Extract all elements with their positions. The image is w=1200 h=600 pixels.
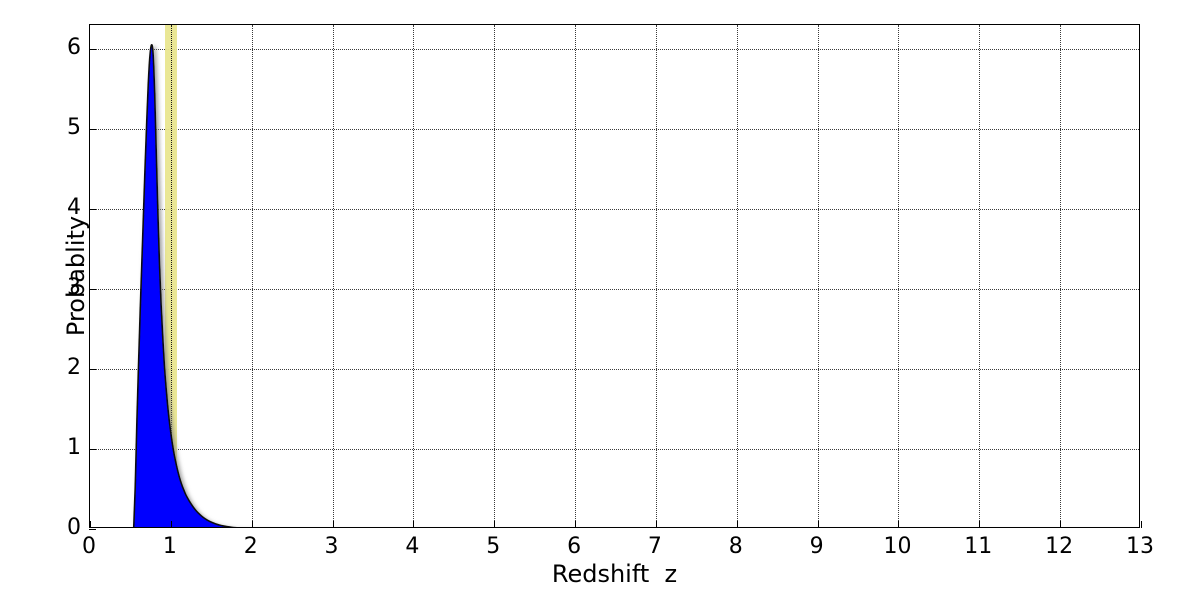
x-ticklabel: 9 xyxy=(809,534,824,559)
tickmark-y xyxy=(89,529,96,530)
reference-redshift-line xyxy=(170,25,172,527)
gridline-vertical xyxy=(251,25,253,527)
tickmark-y xyxy=(89,449,96,450)
tickmark-x xyxy=(817,521,819,528)
tickmark-x xyxy=(170,521,172,528)
gridline-vertical xyxy=(413,25,415,527)
tickmark-y xyxy=(89,209,96,210)
gridline-vertical xyxy=(979,25,981,527)
y-ticklabel: 4 xyxy=(67,195,81,220)
x-axis-label: Redshift z xyxy=(551,560,678,588)
gridline-vertical xyxy=(898,25,900,527)
x-ticklabel: 4 xyxy=(405,534,420,559)
tickmark-x xyxy=(251,521,253,528)
y-ticklabel: 5 xyxy=(67,115,81,140)
gridline-horizontal xyxy=(90,289,1139,290)
pdf-outline xyxy=(132,44,238,527)
y-ticklabel: 6 xyxy=(67,35,81,60)
tickmark-y xyxy=(89,369,96,370)
pdf-fill-area xyxy=(133,44,230,527)
gridline-horizontal xyxy=(90,449,1139,450)
tickmark-x xyxy=(332,521,334,528)
tickmark-x xyxy=(1060,521,1062,528)
gridline-vertical xyxy=(332,25,334,527)
gridline-vertical xyxy=(655,25,657,527)
tickmark-x xyxy=(736,521,738,528)
tickmark-x xyxy=(90,521,91,528)
tickmark-x xyxy=(494,521,496,528)
probability-density-curve xyxy=(132,44,238,527)
y-ticklabel: 0 xyxy=(67,515,81,540)
gridline-vertical xyxy=(575,25,577,527)
gridline-horizontal xyxy=(90,369,1139,370)
tickmark-x xyxy=(1141,521,1142,528)
x-ticklabel: 1 xyxy=(162,534,177,559)
tickmark-y xyxy=(89,49,96,50)
gridline-horizontal xyxy=(90,209,1139,210)
plot-surface xyxy=(90,25,1139,527)
x-ticklabel: 12 xyxy=(1045,534,1074,559)
gridline-horizontal xyxy=(90,49,1139,50)
y-ticklabel: 2 xyxy=(67,355,81,380)
x-ticklabel: 2 xyxy=(243,534,258,559)
y-ticklabel: 1 xyxy=(67,435,81,460)
tickmark-x xyxy=(655,521,657,528)
gridline-vertical xyxy=(1060,25,1062,527)
x-ticklabel: 13 xyxy=(1126,534,1154,559)
tickmark-x xyxy=(575,521,577,528)
tickmark-x xyxy=(413,521,415,528)
plot-axes xyxy=(89,24,1142,530)
x-ticklabel: 6 xyxy=(567,534,582,559)
tickmark-x xyxy=(898,521,900,528)
tickmark-y xyxy=(89,129,96,130)
y-ticklabel: 3 xyxy=(67,275,81,300)
tickmark-x xyxy=(979,521,981,528)
gridline-vertical xyxy=(817,25,819,527)
x-ticklabel: 10 xyxy=(883,534,912,559)
x-ticklabel: 7 xyxy=(647,534,662,559)
tickmark-y xyxy=(89,289,96,290)
gridline-vertical xyxy=(736,25,738,527)
gridline-vertical xyxy=(494,25,496,527)
gridline-horizontal xyxy=(90,129,1139,130)
x-ticklabel: 11 xyxy=(964,534,993,559)
x-ticklabel: 0 xyxy=(82,534,96,559)
x-ticklabel: 8 xyxy=(728,534,743,559)
x-ticklabel: 5 xyxy=(486,534,501,559)
x-ticklabel: 3 xyxy=(324,534,339,559)
